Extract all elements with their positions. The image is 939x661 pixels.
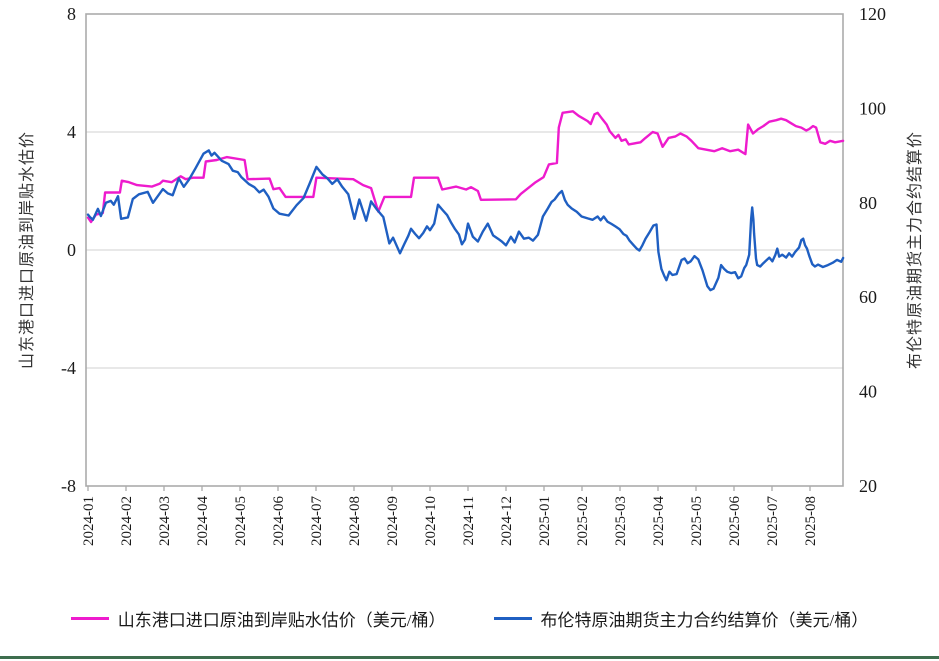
y-right-tick-label: 60 xyxy=(859,287,877,307)
x-tick-label: 2024-10 xyxy=(423,496,439,546)
y-left-tick-label: -4 xyxy=(61,358,76,378)
y-left-tick-label: -8 xyxy=(61,476,76,496)
y-right-tick-label: 20 xyxy=(859,476,877,496)
legend-item-shandong-premium: 山东港口进口原油到岸贴水估价（美元/桶） xyxy=(70,606,446,631)
x-tick-label: 2025-06 xyxy=(727,496,743,546)
x-tick-label: 2024-06 xyxy=(271,496,287,546)
x-tick-label: 2024-05 xyxy=(233,496,249,546)
x-tick-label: 2025-03 xyxy=(613,496,629,546)
footer-accent-bar xyxy=(0,656,939,659)
y-right-tick-label: 100 xyxy=(859,98,886,118)
plot-frame xyxy=(85,13,844,487)
x-tick-label: 2025-02 xyxy=(575,496,591,546)
series-line-shandong-premium xyxy=(86,110,845,224)
legend: 山东港口进口原油到岸贴水估价（美元/桶） 布伦特原油期货主力合约结算价（美元/桶… xyxy=(0,606,939,631)
x-tick-label: 2024-09 xyxy=(385,496,401,546)
right-axis-title: 布伦特原油期货主力合约结算价 xyxy=(907,130,924,370)
y-right-tick-label: 40 xyxy=(859,382,877,402)
x-tick-label: 2025-08 xyxy=(803,496,819,546)
legend-label: 布伦特原油期货主力合约结算价（美元/桶） xyxy=(540,611,869,630)
x-tick-label: 2024-04 xyxy=(195,496,211,546)
x-tick-label: 2024-07 xyxy=(309,496,325,546)
x-tick-label: 2024-03 xyxy=(157,496,173,546)
legend-line-swatch-magenta xyxy=(70,617,109,620)
x-tick-label: 2025-04 xyxy=(651,496,667,546)
y-right-tick-label: 80 xyxy=(859,193,877,213)
dual-axis-line-chart: 2024-01 2024-02 2024-03 2024-04 2024-05 2024-… xyxy=(61,4,886,546)
y-left-tick-label: 0 xyxy=(67,240,76,260)
series-line-brent-settlement xyxy=(86,149,845,292)
legend-item-brent-settlement: 布伦特原油期货主力合约结算价（美元/桶） xyxy=(493,606,869,631)
x-tick-label: 2024-08 xyxy=(347,496,363,546)
x-tick-label: 2024-02 xyxy=(119,496,135,546)
x-tick-label: 2024-01 xyxy=(81,496,97,546)
x-tick-label: 2025-05 xyxy=(689,496,705,546)
y-left-tick-label: 4 xyxy=(67,122,76,142)
left-axis-title: 山东港口进口原油到岸贴水估价 xyxy=(19,130,36,370)
x-tick-label: 2025-01 xyxy=(537,496,553,546)
y-left-tick-label: 8 xyxy=(67,4,76,24)
x-tick-label: 2025-07 xyxy=(765,496,781,546)
y-right-tick-label: 120 xyxy=(859,4,886,24)
x-tick-label: 2024-12 xyxy=(499,496,515,546)
legend-label: 山东港口进口原油到岸贴水估价（美元/桶） xyxy=(117,611,446,630)
legend-line-swatch-blue xyxy=(493,617,532,620)
x-tick-label: 2024-11 xyxy=(461,496,477,545)
